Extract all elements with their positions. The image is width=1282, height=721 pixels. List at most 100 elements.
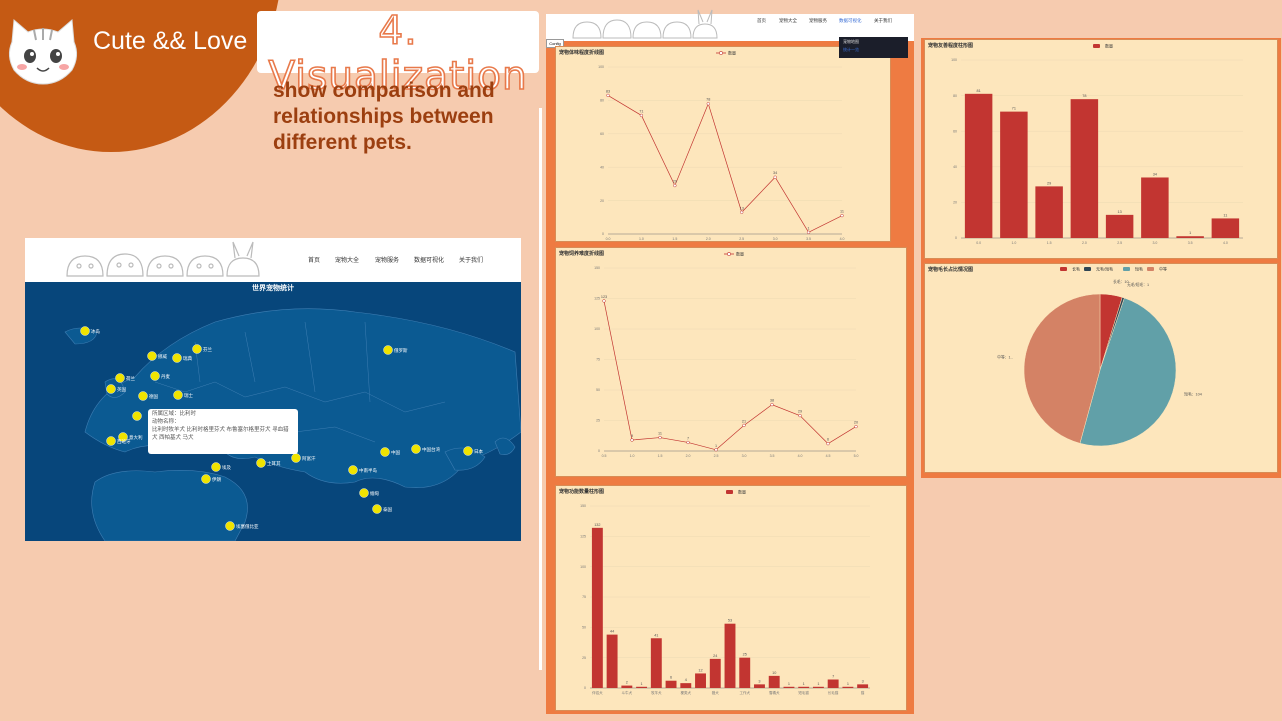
bar-value-label: 81 [977, 89, 981, 93]
bar [813, 687, 824, 688]
bar [621, 686, 632, 688]
nav-pets[interactable]: 宠物大全 [779, 18, 797, 24]
marker-afghanistan [292, 454, 301, 463]
x-tick-label: 3.0 [773, 237, 778, 241]
legend-label: 数量 [1105, 43, 1113, 49]
x-tick-label: 3.5 [770, 454, 775, 458]
slide-subtitle: show comparison and relationships betwee… [273, 78, 513, 156]
dropdown-stats[interactable]: 统计一览 [839, 47, 908, 53]
map-screenshot: 首页 宠物大全 宠物服务 数据可视化 关于我们 世界宠物统计 [25, 238, 521, 541]
data-point [743, 424, 746, 427]
pie-label: 无毛/短毛：1 [1127, 282, 1149, 287]
function-bar-chart-panel: 宠物功能数量柱形图 数量 0 25 50 75 100 125 150 132 44 2 1 41 6 4 1… [556, 486, 906, 710]
bar-value-label: 2 [626, 681, 628, 685]
data-point [807, 231, 810, 234]
map-label-3: 瑞典 [183, 355, 192, 362]
legend-label: 短毛 [1135, 266, 1143, 272]
nav-home[interactable]: 首页 [757, 18, 766, 24]
map-label-20: 泰国 [383, 506, 392, 513]
bar [783, 687, 794, 688]
nav-visualization[interactable]: 数据可视化 [839, 18, 862, 24]
y-tick-label: 0 [584, 686, 586, 690]
data-point [799, 414, 802, 417]
bar [636, 687, 647, 688]
x-tick-label: 牧羊犬 [651, 690, 662, 695]
y-tick-label: 25 [596, 419, 600, 423]
data-label: 9 [631, 434, 633, 438]
map-nav-home[interactable]: 首页 [308, 255, 320, 264]
map-label-5: 俄罗斯 [394, 347, 408, 354]
x-tick-label: 雪橇犬 [769, 690, 780, 695]
data-label: 20 [854, 421, 858, 425]
marker-iran [202, 475, 211, 484]
x-tick-label: 1.0 [630, 454, 635, 458]
dropdown-map[interactable]: 宠物地图 [839, 37, 908, 47]
y-tick-label: 0 [602, 232, 604, 236]
y-tick-label: 50 [582, 626, 586, 630]
nav-about[interactable]: 关于我们 [874, 18, 892, 24]
marker-taiwan [412, 445, 421, 454]
bar [965, 94, 992, 238]
x-tick-label: 2.0 [706, 237, 711, 241]
map-label-23: 丹麦 [161, 373, 170, 380]
y-tick-label: 80 [600, 99, 604, 103]
data-label: 1 [808, 226, 810, 230]
data-label: 6 [827, 438, 829, 442]
marker-spain [107, 437, 116, 446]
map-label-19: 缅甸 [370, 490, 379, 497]
legend-swatch-dot [727, 252, 730, 255]
x-tick-label: 4.0 [798, 454, 803, 458]
x-tick-label: 2.0 [686, 454, 691, 458]
bar [769, 676, 780, 688]
x-tick-label: 3.5 [1188, 241, 1193, 245]
map-nav-pets[interactable]: 宠物大全 [335, 255, 359, 264]
world-map[interactable]: 世界宠物统计 [25, 282, 521, 541]
bar [725, 624, 736, 688]
x-tick-label: 工作犬 [739, 690, 750, 695]
bar-value-label: 78 [1082, 94, 1086, 98]
divider [539, 108, 542, 670]
bar-value-label: 53 [728, 619, 732, 623]
data-point [707, 102, 710, 105]
map-label-14: 阿富汗 [302, 455, 316, 462]
bar-value-label: 44 [610, 630, 614, 634]
fur-pie-chart-panel: 宠物毛长占比情况图 长毛 无毛/短毛 短毛 中等 长毛：10 无毛/短毛：1 短毛：104 中… [925, 264, 1277, 472]
x-tick-label: 伴侣犬 [592, 690, 603, 695]
x-tick-label: 3.5 [806, 237, 811, 241]
data-label: 11 [840, 210, 844, 214]
legend-label: 中等 [1159, 266, 1167, 272]
marker-iceland [81, 327, 90, 336]
bar [1176, 236, 1203, 238]
odor-line-chart-panel: 宠物体味程度折线图 数量 0 20 40 60 80 100 83 0.0 71 1.0 29 1.5 7… [556, 47, 890, 241]
map-nav-services[interactable]: 宠物服务 [375, 255, 399, 264]
bar-value-label: 6 [670, 676, 672, 680]
data-point [673, 184, 676, 187]
x-tick-label: 短毛猫 [798, 690, 809, 695]
nav-services[interactable]: 宠物服务 [809, 18, 827, 24]
y-tick-label: 150 [594, 266, 600, 270]
bar [1141, 177, 1168, 238]
data-point [603, 300, 606, 303]
chart2-svg: 数量 0 25 50 75 100 125 150 123 0.5 9 1.0 11 1.5 7 2.0 1 2.… [556, 248, 906, 476]
map-nav-about[interactable]: 关于我们 [459, 255, 483, 264]
marker-myanmar [360, 489, 369, 498]
data-label: 83 [606, 89, 610, 93]
bar [666, 681, 677, 688]
legend-swatch [1147, 267, 1154, 271]
map-nav-visualization[interactable]: 数据可视化 [414, 255, 444, 264]
data-point [827, 442, 830, 445]
x-tick-label: 1.0 [1011, 241, 1016, 245]
bar-value-label: 7 [832, 675, 834, 679]
map-tooltip: 所属区域：比利时 动物名称： 比利时牧羊犬 比利时格里芬犬 布鲁塞尔格里芬犬 寻… [148, 409, 298, 454]
cats-banner-icon [63, 240, 263, 280]
data-label: 13 [740, 206, 744, 210]
chart1-svg: 数量 0 20 40 60 80 100 83 0.0 71 1.0 29 1.5 78 2.0 13 2.5 3… [556, 47, 890, 241]
x-tick-label: 3.0 [742, 454, 747, 458]
y-tick-label: 75 [582, 595, 586, 599]
x-tick-label: 0.5 [602, 454, 607, 458]
legend-label: 数量 [738, 489, 746, 495]
legend-label: 无毛/短毛 [1096, 266, 1113, 272]
pie-label: 中等：1.. [997, 354, 1013, 359]
marker-france [133, 412, 142, 421]
